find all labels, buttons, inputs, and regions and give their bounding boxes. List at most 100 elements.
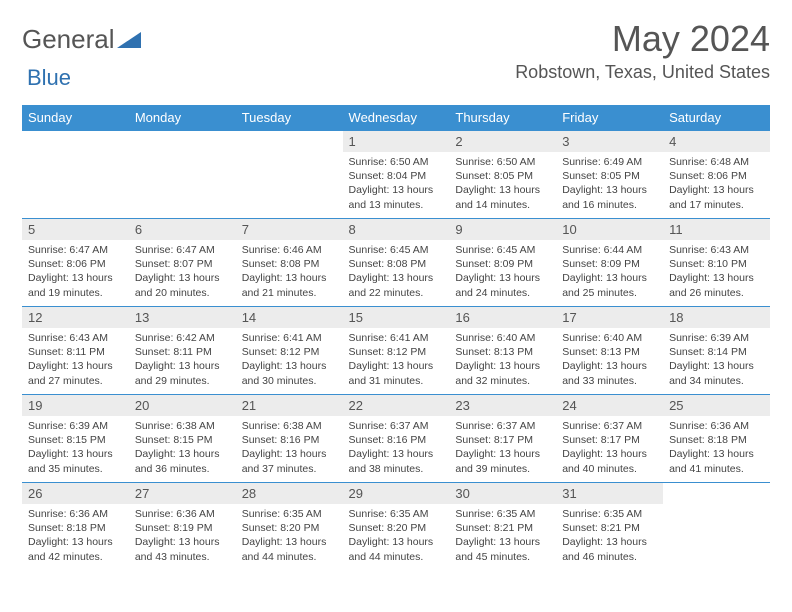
day-number: 11 bbox=[663, 219, 770, 240]
day-data: Sunrise: 6:45 AMSunset: 8:09 PMDaylight:… bbox=[449, 240, 556, 304]
day-data: Sunrise: 6:40 AMSunset: 8:13 PMDaylight:… bbox=[449, 328, 556, 392]
calendar-table: SundayMondayTuesdayWednesdayThursdayFrid… bbox=[22, 105, 770, 571]
weekday-row: SundayMondayTuesdayWednesdayThursdayFrid… bbox=[22, 105, 770, 131]
day-data: Sunrise: 6:43 AMSunset: 8:10 PMDaylight:… bbox=[663, 240, 770, 304]
weekday-header: Tuesday bbox=[236, 105, 343, 131]
day-data: Sunrise: 6:50 AMSunset: 8:05 PMDaylight:… bbox=[449, 152, 556, 216]
day-data: Sunrise: 6:50 AMSunset: 8:04 PMDaylight:… bbox=[343, 152, 450, 216]
day-data: Sunrise: 6:35 AMSunset: 8:20 PMDaylight:… bbox=[236, 504, 343, 568]
calendar-cell: 22Sunrise: 6:37 AMSunset: 8:16 PMDayligh… bbox=[343, 395, 450, 483]
day-number: 27 bbox=[129, 483, 236, 504]
calendar-cell: 2Sunrise: 6:50 AMSunset: 8:05 PMDaylight… bbox=[449, 131, 556, 219]
calendar-cell: 12Sunrise: 6:43 AMSunset: 8:11 PMDayligh… bbox=[22, 307, 129, 395]
calendar-row: 5Sunrise: 6:47 AMSunset: 8:06 PMDaylight… bbox=[22, 219, 770, 307]
logo-text1: General bbox=[22, 24, 115, 55]
day-data: Sunrise: 6:37 AMSunset: 8:17 PMDaylight:… bbox=[449, 416, 556, 480]
calendar-cell: 28Sunrise: 6:35 AMSunset: 8:20 PMDayligh… bbox=[236, 483, 343, 571]
day-data: Sunrise: 6:43 AMSunset: 8:11 PMDaylight:… bbox=[22, 328, 129, 392]
day-number: 4 bbox=[663, 131, 770, 152]
day-number: 10 bbox=[556, 219, 663, 240]
day-number: 14 bbox=[236, 307, 343, 328]
day-data: Sunrise: 6:41 AMSunset: 8:12 PMDaylight:… bbox=[236, 328, 343, 392]
day-number: 29 bbox=[343, 483, 450, 504]
title-block: May 2024 Robstown, Texas, United States bbox=[515, 18, 770, 83]
day-data: Sunrise: 6:35 AMSunset: 8:21 PMDaylight:… bbox=[449, 504, 556, 568]
day-number: 9 bbox=[449, 219, 556, 240]
day-number: 1 bbox=[343, 131, 450, 152]
day-number: 23 bbox=[449, 395, 556, 416]
weekday-header: Thursday bbox=[449, 105, 556, 131]
day-data: Sunrise: 6:44 AMSunset: 8:09 PMDaylight:… bbox=[556, 240, 663, 304]
day-data: Sunrise: 6:41 AMSunset: 8:12 PMDaylight:… bbox=[343, 328, 450, 392]
calendar-cell: 6Sunrise: 6:47 AMSunset: 8:07 PMDaylight… bbox=[129, 219, 236, 307]
calendar-cell: 14Sunrise: 6:41 AMSunset: 8:12 PMDayligh… bbox=[236, 307, 343, 395]
calendar-cell: 11Sunrise: 6:43 AMSunset: 8:10 PMDayligh… bbox=[663, 219, 770, 307]
weekday-header: Monday bbox=[129, 105, 236, 131]
calendar-cell: 23Sunrise: 6:37 AMSunset: 8:17 PMDayligh… bbox=[449, 395, 556, 483]
day-number: 24 bbox=[556, 395, 663, 416]
calendar-row: 19Sunrise: 6:39 AMSunset: 8:15 PMDayligh… bbox=[22, 395, 770, 483]
day-data: Sunrise: 6:42 AMSunset: 8:11 PMDaylight:… bbox=[129, 328, 236, 392]
calendar-cell: 15Sunrise: 6:41 AMSunset: 8:12 PMDayligh… bbox=[343, 307, 450, 395]
calendar-row: 1Sunrise: 6:50 AMSunset: 8:04 PMDaylight… bbox=[22, 131, 770, 219]
day-data: Sunrise: 6:46 AMSunset: 8:08 PMDaylight:… bbox=[236, 240, 343, 304]
calendar-cell bbox=[22, 131, 129, 219]
weekday-header: Sunday bbox=[22, 105, 129, 131]
calendar-cell: 9Sunrise: 6:45 AMSunset: 8:09 PMDaylight… bbox=[449, 219, 556, 307]
day-number: 3 bbox=[556, 131, 663, 152]
day-number: 31 bbox=[556, 483, 663, 504]
calendar-cell: 3Sunrise: 6:49 AMSunset: 8:05 PMDaylight… bbox=[556, 131, 663, 219]
day-data: Sunrise: 6:38 AMSunset: 8:15 PMDaylight:… bbox=[129, 416, 236, 480]
day-data: Sunrise: 6:47 AMSunset: 8:07 PMDaylight:… bbox=[129, 240, 236, 304]
calendar-body: 1Sunrise: 6:50 AMSunset: 8:04 PMDaylight… bbox=[22, 131, 770, 571]
day-data: Sunrise: 6:36 AMSunset: 8:18 PMDaylight:… bbox=[663, 416, 770, 480]
day-data: Sunrise: 6:36 AMSunset: 8:19 PMDaylight:… bbox=[129, 504, 236, 568]
day-data: Sunrise: 6:47 AMSunset: 8:06 PMDaylight:… bbox=[22, 240, 129, 304]
calendar-cell bbox=[663, 483, 770, 571]
day-number: 13 bbox=[129, 307, 236, 328]
day-number: 12 bbox=[22, 307, 129, 328]
logo-icon bbox=[117, 30, 143, 50]
calendar-cell: 4Sunrise: 6:48 AMSunset: 8:06 PMDaylight… bbox=[663, 131, 770, 219]
day-data: Sunrise: 6:40 AMSunset: 8:13 PMDaylight:… bbox=[556, 328, 663, 392]
page-title: May 2024 bbox=[515, 18, 770, 60]
day-data: Sunrise: 6:45 AMSunset: 8:08 PMDaylight:… bbox=[343, 240, 450, 304]
day-data: Sunrise: 6:35 AMSunset: 8:20 PMDaylight:… bbox=[343, 504, 450, 568]
calendar-cell bbox=[236, 131, 343, 219]
day-number: 2 bbox=[449, 131, 556, 152]
location: Robstown, Texas, United States bbox=[515, 62, 770, 83]
calendar-row: 26Sunrise: 6:36 AMSunset: 8:18 PMDayligh… bbox=[22, 483, 770, 571]
day-number: 25 bbox=[663, 395, 770, 416]
day-number: 20 bbox=[129, 395, 236, 416]
day-data: Sunrise: 6:38 AMSunset: 8:16 PMDaylight:… bbox=[236, 416, 343, 480]
day-number: 18 bbox=[663, 307, 770, 328]
day-data: Sunrise: 6:48 AMSunset: 8:06 PMDaylight:… bbox=[663, 152, 770, 216]
day-number: 6 bbox=[129, 219, 236, 240]
day-data: Sunrise: 6:39 AMSunset: 8:15 PMDaylight:… bbox=[22, 416, 129, 480]
calendar-cell: 21Sunrise: 6:38 AMSunset: 8:16 PMDayligh… bbox=[236, 395, 343, 483]
calendar-cell: 5Sunrise: 6:47 AMSunset: 8:06 PMDaylight… bbox=[22, 219, 129, 307]
calendar-cell: 24Sunrise: 6:37 AMSunset: 8:17 PMDayligh… bbox=[556, 395, 663, 483]
calendar-row: 12Sunrise: 6:43 AMSunset: 8:11 PMDayligh… bbox=[22, 307, 770, 395]
calendar-cell: 31Sunrise: 6:35 AMSunset: 8:21 PMDayligh… bbox=[556, 483, 663, 571]
calendar-cell: 27Sunrise: 6:36 AMSunset: 8:19 PMDayligh… bbox=[129, 483, 236, 571]
day-number: 15 bbox=[343, 307, 450, 328]
day-number: 7 bbox=[236, 219, 343, 240]
calendar-cell: 26Sunrise: 6:36 AMSunset: 8:18 PMDayligh… bbox=[22, 483, 129, 571]
calendar-cell: 16Sunrise: 6:40 AMSunset: 8:13 PMDayligh… bbox=[449, 307, 556, 395]
calendar-cell: 1Sunrise: 6:50 AMSunset: 8:04 PMDaylight… bbox=[343, 131, 450, 219]
day-data: Sunrise: 6:37 AMSunset: 8:16 PMDaylight:… bbox=[343, 416, 450, 480]
day-number: 5 bbox=[22, 219, 129, 240]
calendar-cell: 30Sunrise: 6:35 AMSunset: 8:21 PMDayligh… bbox=[449, 483, 556, 571]
calendar-cell: 17Sunrise: 6:40 AMSunset: 8:13 PMDayligh… bbox=[556, 307, 663, 395]
day-number: 28 bbox=[236, 483, 343, 504]
day-number: 19 bbox=[22, 395, 129, 416]
calendar-cell bbox=[129, 131, 236, 219]
weekday-header: Wednesday bbox=[343, 105, 450, 131]
day-data: Sunrise: 6:35 AMSunset: 8:21 PMDaylight:… bbox=[556, 504, 663, 568]
calendar-cell: 29Sunrise: 6:35 AMSunset: 8:20 PMDayligh… bbox=[343, 483, 450, 571]
calendar-cell: 13Sunrise: 6:42 AMSunset: 8:11 PMDayligh… bbox=[129, 307, 236, 395]
calendar-cell: 18Sunrise: 6:39 AMSunset: 8:14 PMDayligh… bbox=[663, 307, 770, 395]
day-data: Sunrise: 6:36 AMSunset: 8:18 PMDaylight:… bbox=[22, 504, 129, 568]
calendar-cell: 8Sunrise: 6:45 AMSunset: 8:08 PMDaylight… bbox=[343, 219, 450, 307]
